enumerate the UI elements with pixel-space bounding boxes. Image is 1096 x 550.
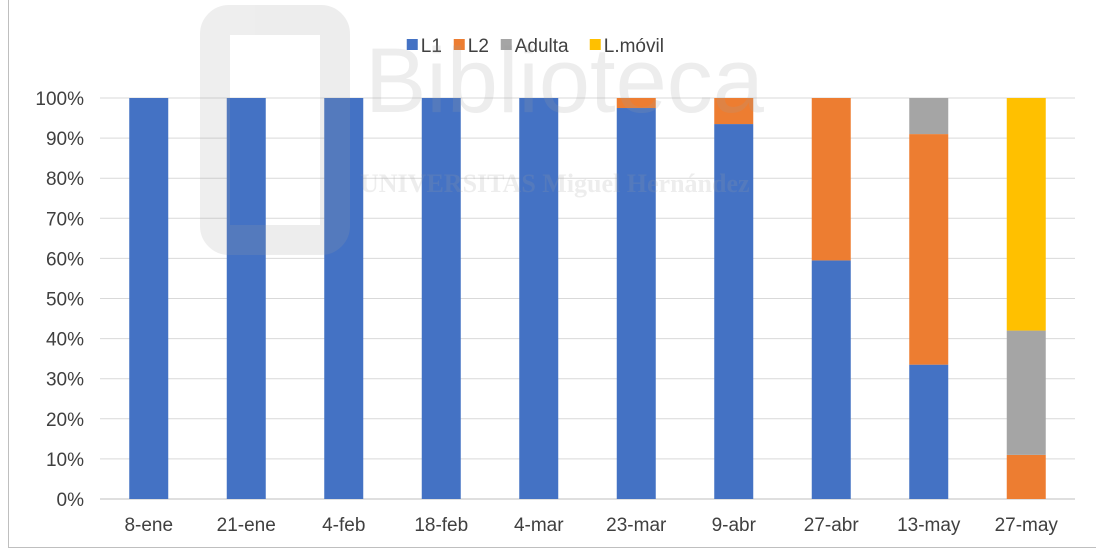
bar-segment: [226, 98, 266, 499]
bar-segment: [129, 98, 169, 499]
watermark-text: Biblioteca: [365, 30, 765, 132]
bar-segment: [811, 260, 851, 499]
y-tick-label: 90%: [46, 129, 84, 150]
bar-segment: [1006, 98, 1046, 331]
bar-segment: [714, 98, 754, 125]
bar-segment: [909, 98, 949, 135]
watermark-subtext: UNIVERSITAS Miguel Hernández: [360, 169, 750, 198]
y-tick-label: 30%: [46, 370, 84, 391]
y-tick-label: 100%: [35, 89, 84, 110]
x-tick-label: 23-mar: [606, 515, 667, 536]
x-tick-label: 27-may: [995, 515, 1059, 536]
bar-segment: [909, 134, 949, 365]
bar-segment: [714, 124, 754, 499]
bar-segment: [909, 364, 949, 499]
legend-label: Adulta: [515, 36, 569, 57]
legend: L1 L2 Adulta L.móvil: [406, 36, 664, 57]
bars: [129, 98, 1046, 500]
legend-label: L2: [468, 36, 489, 57]
bar-segment: [811, 98, 851, 261]
x-tick-label: 27-abr: [804, 515, 860, 536]
legend-swatch: [589, 39, 601, 50]
legend-label: L1: [421, 36, 442, 57]
x-tick-label: 8-ene: [124, 515, 173, 536]
y-tick-label: 60%: [46, 249, 84, 270]
legend-label: L.móvil: [604, 36, 664, 57]
y-tick-label: 50%: [46, 290, 84, 311]
x-tick-label: 18-feb: [414, 515, 468, 536]
y-tick-label: 20%: [46, 410, 84, 431]
bar-segment: [324, 98, 364, 499]
x-tick-label: 9-abr: [712, 515, 757, 536]
watermark-emblem: [200, 5, 350, 255]
bar-segment: [616, 98, 656, 109]
x-tick-label: 4-mar: [514, 515, 564, 536]
bar-segment: [421, 98, 461, 499]
legend-swatch: [406, 39, 418, 50]
watermark-logo: Biblioteca UNIVERSITAS Miguel Hernández: [200, 5, 765, 255]
y-tick-label: 10%: [46, 450, 84, 471]
legend-swatch: [453, 39, 465, 50]
bar-segment: [519, 98, 559, 499]
legend-swatch: [500, 39, 512, 50]
chart-frame: [8, 0, 1096, 548]
bar-segment: [1006, 330, 1046, 455]
x-tick-label: 13-may: [897, 515, 961, 536]
x-axis-ticks: 8-ene 21-ene 4-feb 18-feb 4-mar 23-mar 9-abr 27…: [124, 515, 1058, 536]
y-tick-label: 70%: [46, 209, 84, 230]
y-tick-label: 0%: [57, 490, 85, 511]
y-axis-ticks: 0% 10% 20% 30% 40% 50% 60% 70% 80% 90% 100%: [35, 89, 84, 511]
y-tick-label: 80%: [46, 169, 84, 190]
y-tick-label: 40%: [46, 330, 84, 351]
bar-segment: [616, 108, 656, 500]
x-tick-label: 21-ene: [217, 515, 276, 536]
bar-segment: [1006, 454, 1046, 499]
x-tick-label: 4-feb: [322, 515, 365, 536]
